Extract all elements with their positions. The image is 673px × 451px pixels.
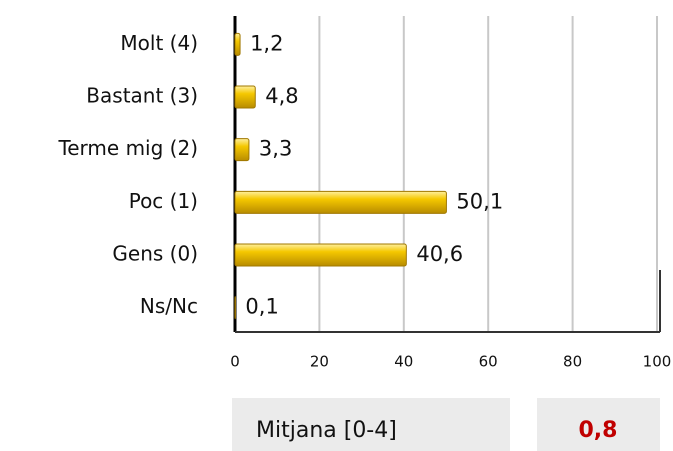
value-label: 3,3 xyxy=(259,137,292,161)
bar xyxy=(234,85,256,109)
value-label: 1,2 xyxy=(250,31,283,55)
summary-value-box xyxy=(537,398,660,451)
category-label: Poc (1) xyxy=(129,189,198,213)
x-tick-label: 40 xyxy=(394,353,413,371)
value-label: 4,8 xyxy=(265,84,298,108)
category-label: Bastant (3) xyxy=(86,84,198,108)
category-label: Molt (4) xyxy=(120,31,198,55)
x-tick-label: 20 xyxy=(310,353,329,371)
value-label: 50,1 xyxy=(456,189,503,213)
bar xyxy=(234,190,447,214)
value-label: 0,1 xyxy=(245,295,278,319)
bar xyxy=(234,243,407,267)
x-tick-label: 100 xyxy=(643,353,672,371)
category-label: Terme mig (2) xyxy=(57,136,198,160)
summary-label: Mitjana [0-4] xyxy=(256,418,397,443)
x-tick-label: 80 xyxy=(563,353,582,371)
x-tick-label: 60 xyxy=(479,353,498,371)
x-tick-label: 0 xyxy=(230,353,240,371)
bar xyxy=(234,32,241,56)
summary-label-box xyxy=(232,398,510,451)
category-label: Ns/Nc xyxy=(140,294,198,318)
summary-value: 0,8 xyxy=(579,418,618,443)
bar xyxy=(234,138,250,162)
category-label: Gens (0) xyxy=(112,242,198,266)
value-label: 40,6 xyxy=(416,242,463,266)
